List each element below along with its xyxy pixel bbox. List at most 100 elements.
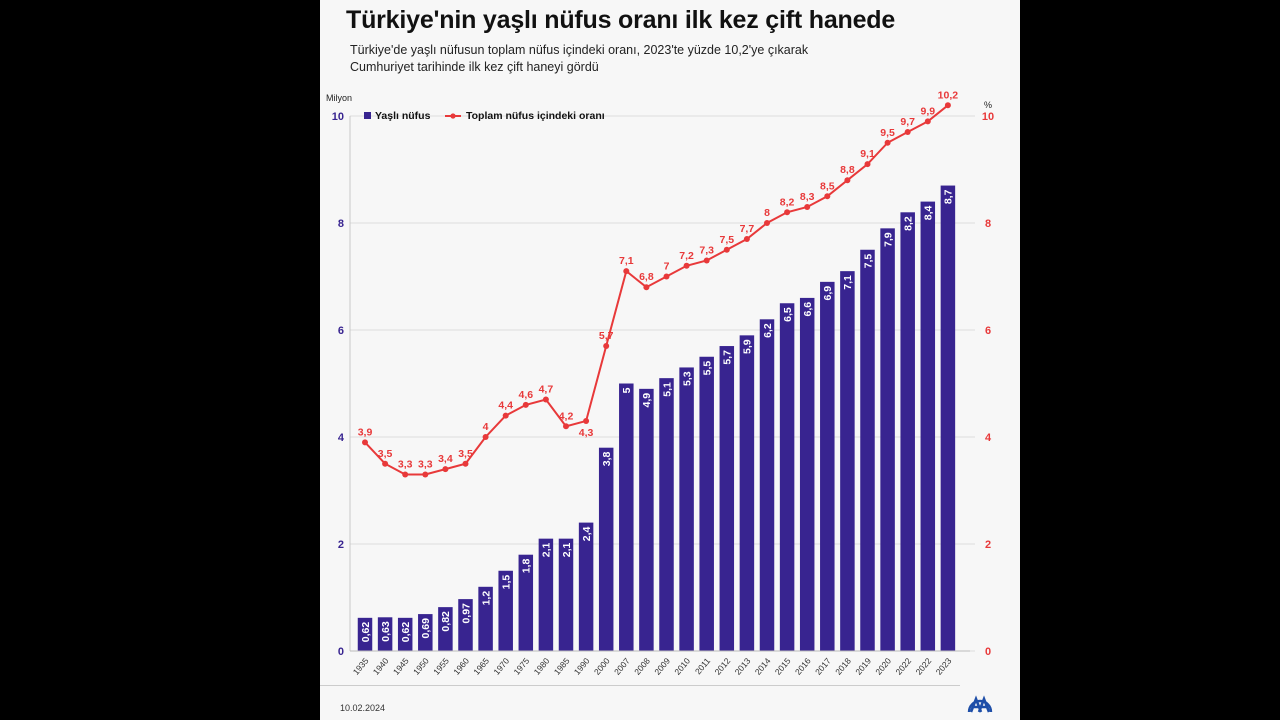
line-marker [683, 262, 690, 269]
bar-value-label: 8,7 [943, 189, 955, 204]
bar-value-label: 7,5 [862, 254, 874, 269]
bar [840, 271, 855, 651]
line-value-label: 9,7 [900, 116, 915, 128]
bar-value-label: 4,9 [641, 393, 653, 408]
bar-value-label: 6,2 [762, 323, 774, 338]
bar-value-label: 0,63 [380, 621, 392, 642]
bar [920, 201, 936, 651]
line-marker [402, 471, 409, 478]
line-marker [884, 139, 891, 146]
x-axis-tick: 1980 [532, 656, 552, 677]
bar [639, 388, 654, 651]
bar [578, 522, 594, 651]
bar [820, 281, 835, 651]
bar [940, 185, 956, 652]
x-axis-tick: 2011 [693, 656, 713, 677]
line-value-label: 7,1 [619, 255, 634, 267]
line-marker [864, 161, 871, 168]
bar-value-label: 5,1 [661, 382, 673, 397]
bar-value-label: 0,82 [440, 611, 452, 632]
x-axis-tick: 1935 [351, 656, 371, 677]
line-value-label: 4,4 [498, 400, 513, 412]
bar [357, 617, 373, 651]
bar-value-label: 3,8 [601, 452, 613, 467]
bar-value-label: 8,2 [903, 216, 915, 231]
x-axis-tick: 2022 [914, 656, 934, 677]
line-value-label: 4,3 [579, 427, 594, 439]
bar-value-label: 5,9 [742, 339, 754, 354]
x-axis-tick: 2014 [753, 656, 773, 677]
line-value-label: 4 [483, 421, 489, 433]
line-marker [844, 177, 851, 184]
x-axis-tick: 2007 [612, 656, 632, 677]
line-marker [422, 471, 429, 478]
bar-value-label: 7,1 [842, 275, 854, 290]
bar [538, 538, 554, 651]
footer-divider [320, 685, 960, 686]
bar-value-label: 0,62 [360, 622, 372, 643]
right-axis-tick: 6 [985, 325, 991, 337]
bar [739, 335, 755, 651]
x-axis-tick: 1990 [572, 656, 592, 677]
bar [900, 212, 915, 652]
x-axis-tick: 2016 [793, 656, 813, 677]
left-axis-tick: 6 [338, 325, 344, 337]
bar [880, 228, 895, 651]
line-value-label: 10,2 [938, 89, 959, 101]
chart-subtitle-line2: Cumhuriyet tarihinde ilk kez çift haneyi… [350, 60, 599, 74]
left-axis-tick: 4 [338, 432, 345, 444]
bar-value-label: 5 [621, 387, 633, 393]
bar-value-label: 1,2 [480, 591, 492, 606]
left-axis-label: Milyon [326, 93, 352, 103]
x-axis-tick: 2000 [592, 656, 612, 677]
right-axis-tick: 10 [982, 111, 994, 123]
bar [598, 447, 614, 651]
line-marker [462, 460, 469, 467]
right-axis-tick: 2 [985, 539, 991, 551]
line-value-label: 9,1 [860, 148, 875, 160]
x-axis-tick: 2022 [893, 656, 913, 677]
bar-value-label: 5,3 [681, 371, 693, 386]
line-value-label: 3,9 [358, 426, 373, 438]
bar [377, 617, 393, 651]
line-value-label: 8 [764, 207, 770, 219]
aa-logo-icon [967, 695, 993, 713]
line-value-label: 8,8 [840, 164, 855, 176]
line-marker [784, 209, 791, 216]
bar [418, 614, 433, 651]
bar [619, 383, 634, 651]
bar-value-label: 2,1 [561, 543, 573, 558]
line-value-label: 8,3 [800, 191, 815, 203]
bar-value-label: 2,4 [581, 526, 593, 541]
chart-title: Türkiye'nin yaşlı nüfus oranı ilk kez çi… [346, 6, 896, 34]
x-axis-tick: 2020 [873, 656, 893, 677]
line-value-label: 4,2 [559, 410, 574, 422]
bar-value-label: 6,9 [822, 286, 834, 301]
x-axis-tick: 2008 [632, 656, 652, 677]
x-axis-tick: 1975 [512, 656, 532, 677]
bar-value-label: 8,4 [923, 205, 935, 220]
line-value-label: 6,8 [639, 271, 654, 283]
x-axis-tick: 2018 [833, 656, 853, 677]
legend-line-label: Toplam nüfus içindeki oranı [466, 110, 605, 122]
bar [719, 346, 735, 651]
line-marker [362, 439, 368, 446]
bar [558, 538, 574, 651]
line-marker [743, 236, 750, 243]
line-value-label: 7 [664, 261, 670, 273]
bar-value-label: 5,5 [702, 361, 714, 376]
bar [438, 607, 453, 651]
line-value-label: 4,6 [518, 389, 533, 401]
x-axis-tick: 2010 [672, 656, 692, 677]
line-marker [723, 246, 730, 253]
line-value-label: 7,3 [699, 244, 714, 256]
ratio-line [364, 104, 949, 476]
x-axis-tick: 1955 [431, 656, 451, 677]
left-axis-tick: 8 [338, 218, 344, 230]
line-value-label: 7,2 [679, 250, 694, 262]
line-marker [824, 193, 831, 200]
x-axis-tick: 2023 [934, 656, 954, 677]
line-marker [804, 203, 811, 210]
x-axis-tick: 1960 [451, 656, 471, 677]
line-value-label: 3,3 [418, 458, 433, 470]
